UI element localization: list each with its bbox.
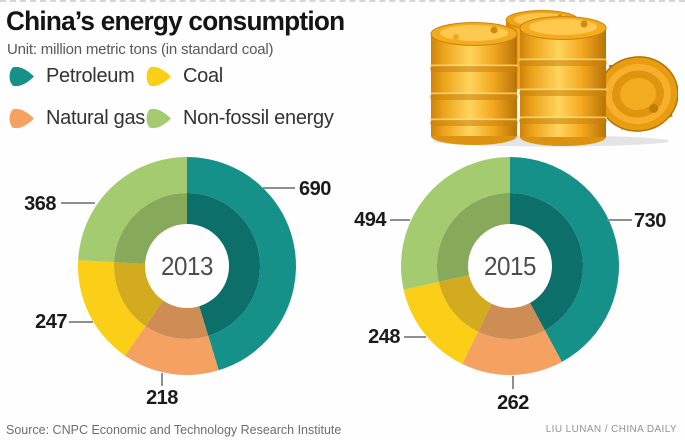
oil-barrels-illustration (426, 4, 678, 147)
unit-label: Unit: million metric tons (in standard c… (7, 41, 274, 58)
donut-chart-2013: 2013 (57, 136, 317, 396)
chart-year-label-2013: 2013 (161, 250, 213, 281)
leader-line-2013-natural-gas (161, 373, 163, 386)
callout-2015-coal: 248 (368, 326, 400, 348)
callout-2015-natural-gas: 262 (497, 392, 529, 414)
leader-line-2015-coal (404, 336, 426, 338)
legend-label: Natural gas (46, 107, 145, 129)
wedge-icon (6, 64, 35, 89)
donut-chart-2015: 2015 (380, 136, 640, 396)
barrel-lying (597, 56, 678, 132)
legend-label: Coal (183, 65, 223, 87)
leader-line-2015-petroleum (607, 219, 632, 221)
leader-line-2013-petroleum (263, 187, 295, 189)
page-title: China’s energy consumption (6, 6, 345, 36)
barrel-left (430, 22, 518, 145)
credit-text: LIU LUNAN / CHINA DAILY (545, 424, 677, 435)
callout-2013-coal: 247 (35, 311, 67, 333)
legend-label: Petroleum (46, 65, 135, 87)
wedge-icon (143, 64, 172, 89)
legend-item-coal: Coal (143, 64, 223, 89)
legend-item-natural-gas: Natural gas (6, 106, 145, 131)
oil-barrels-graphic (430, 10, 678, 147)
legend-item-petroleum: Petroleum (6, 64, 135, 89)
callout-2015-non-fossil: 494 (354, 209, 386, 231)
leader-line-2015-natural-gas (512, 376, 514, 389)
callout-2013-non-fossil: 368 (24, 193, 56, 215)
leader-line-2015-non-fossil (390, 219, 410, 221)
legend-label: Non-fossil energy (183, 107, 334, 129)
wedge-icon (6, 106, 35, 131)
leader-line-2013-coal (69, 321, 93, 323)
leader-line-2013-non-fossil (61, 202, 95, 204)
legend-item-non-fossil: Non-fossil energy (143, 106, 334, 131)
barrel-middle (519, 16, 607, 146)
source-text: Source: CNPC Economic and Technology Res… (6, 423, 342, 437)
wedge-icon (143, 106, 172, 131)
callout-2013-petroleum: 690 (299, 178, 331, 200)
top-dashed-border (0, 0, 685, 2)
callout-2015-petroleum: 730 (634, 210, 666, 232)
callout-2013-natural-gas: 218 (146, 387, 178, 409)
chart-year-label-2015: 2015 (484, 250, 536, 281)
